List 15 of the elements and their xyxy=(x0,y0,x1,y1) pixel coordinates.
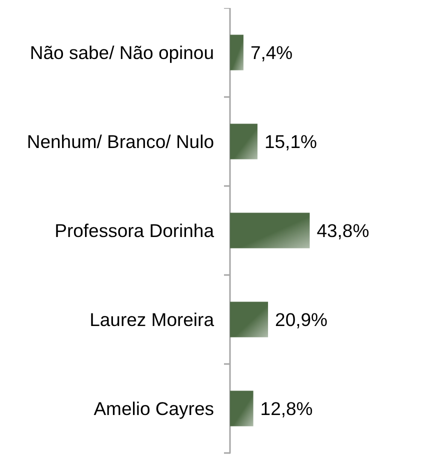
data-label: 12,8% xyxy=(260,398,313,419)
bar xyxy=(230,302,268,338)
bar xyxy=(230,124,258,160)
data-label: 15,1% xyxy=(264,131,317,152)
y-tick-label: Amelio Cayres xyxy=(94,398,214,419)
y-tick-label: Professora Dorinha xyxy=(54,220,215,241)
data-label: 43,8% xyxy=(316,220,370,241)
bar xyxy=(230,390,254,426)
y-tick-label: Não sabe/ Não opinou xyxy=(30,42,214,63)
y-tick-label: Laurez Moreira xyxy=(90,309,215,330)
data-label: 7,4% xyxy=(250,42,293,63)
data-label: 20,9% xyxy=(275,309,328,330)
bar xyxy=(230,212,310,248)
y-tick-label: Nenhum/ Branco/ Nulo xyxy=(26,131,214,152)
bar xyxy=(230,34,244,70)
